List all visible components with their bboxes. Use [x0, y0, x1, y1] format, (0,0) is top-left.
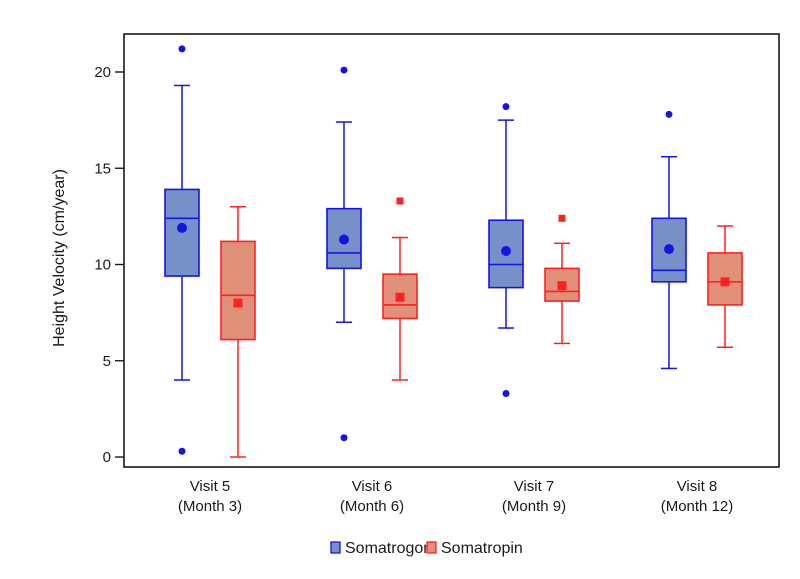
box-somatrogon-visit-7: [488, 103, 524, 397]
x-category-label-line2: (Month 12): [661, 498, 734, 515]
x-category-label-line1: Visit 7: [514, 478, 555, 495]
box-somatropin-visit-6: [382, 197, 418, 381]
x-category-label-line1: Visit 5: [190, 478, 231, 495]
mean-marker: [395, 292, 405, 302]
y-tick-label: 10: [94, 257, 111, 274]
box-somatropin-visit-5: [220, 206, 256, 458]
series-somatrogon: [164, 45, 687, 455]
x-category-label-line2: (Month 9): [502, 498, 566, 515]
x-category-label-line2: (Month 6): [340, 498, 404, 515]
outlier-point: [340, 66, 348, 74]
box-somatropin-visit-8: [707, 225, 743, 349]
mean-marker: [177, 222, 187, 233]
legend-label: Somatropin: [441, 540, 523, 557]
box-somatrogon-visit-5: [164, 45, 200, 455]
legend-item-somatropin: Somatropin: [426, 540, 523, 557]
box-series-layer: [164, 45, 743, 458]
iqr-box: [382, 273, 418, 320]
legend: Somatrogon Somatropin: [330, 540, 523, 557]
legend-label: Somatrogon: [345, 540, 432, 557]
mean-marker: [339, 234, 349, 245]
outlier-point: [665, 110, 673, 118]
iqr-box: [220, 240, 256, 341]
outlier-point: [502, 389, 510, 397]
x-category-label-line1: Visit 8: [677, 478, 718, 495]
mean-marker: [501, 246, 511, 257]
mean-marker: [233, 298, 243, 308]
x-axis-labels: Visit 5 (Month 3) Visit 6 (Month 6) Visit 7 (…: [178, 478, 733, 515]
legend-swatch: [330, 541, 341, 554]
series-somatropin: [220, 197, 743, 458]
y-axis: 0 5 10 15 20: [94, 64, 124, 466]
mean-marker: [720, 277, 730, 287]
legend-swatch: [426, 541, 437, 554]
box-somatrogon-visit-8: [651, 110, 687, 370]
outlier-point: [178, 45, 186, 53]
mean-marker: [664, 244, 674, 255]
iqr-box: [544, 267, 580, 302]
outlier-point: [502, 103, 510, 111]
mean-marker: [557, 281, 567, 291]
y-tick-label: 0: [103, 449, 111, 466]
x-category-label-line1: Visit 6: [352, 478, 393, 495]
outlier-point: [558, 214, 566, 222]
outlier-point: [396, 197, 404, 205]
y-tick-label: 5: [103, 353, 111, 370]
legend-item-somatrogon: Somatrogon: [330, 540, 432, 557]
outlier-point: [340, 434, 348, 442]
x-category-label-line2: (Month 3): [178, 498, 242, 515]
outlier-point: [178, 447, 186, 455]
iqr-box: [651, 217, 687, 283]
y-tick-label: 20: [94, 64, 111, 81]
box-somatropin-visit-7: [544, 214, 580, 345]
box-somatrogon-visit-6: [326, 66, 362, 442]
y-tick-label: 15: [94, 160, 111, 177]
y-axis-title: Height Velocity (cm/year): [51, 169, 68, 347]
